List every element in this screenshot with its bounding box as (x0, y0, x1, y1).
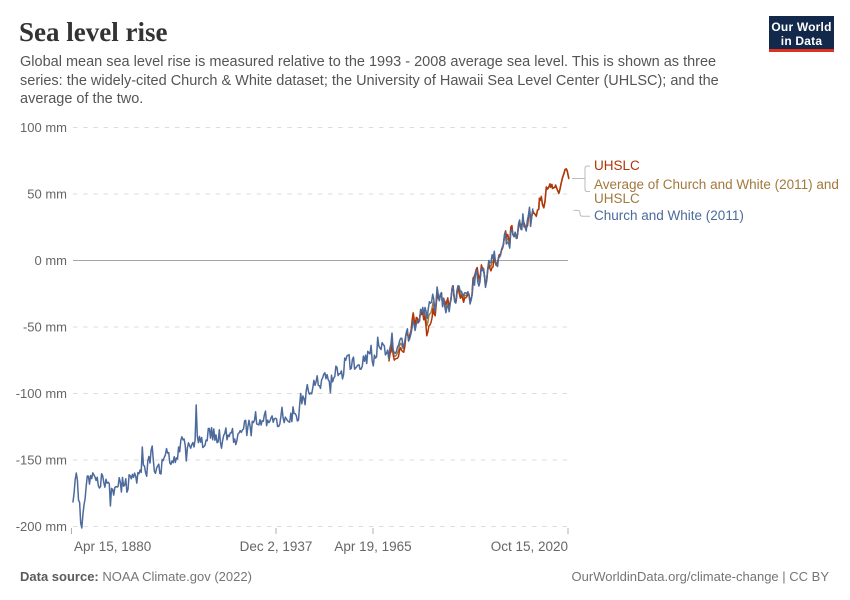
svg-text:Dec 2, 1937: Dec 2, 1937 (240, 539, 313, 554)
svg-text:50 mm: 50 mm (27, 187, 67, 202)
svg-text:-50 mm: -50 mm (23, 320, 67, 335)
svg-text:-100 mm: -100 mm (16, 386, 67, 401)
svg-text:100 mm: 100 mm (20, 120, 67, 135)
svg-text:Oct 15, 2020: Oct 15, 2020 (491, 539, 568, 554)
svg-text:Apr 15, 1880: Apr 15, 1880 (74, 539, 151, 554)
svg-text:-150 mm: -150 mm (16, 453, 67, 468)
svg-text:Apr 19, 1965: Apr 19, 1965 (334, 539, 411, 554)
svg-text:0 mm: 0 mm (35, 253, 68, 268)
svg-text:-200 mm: -200 mm (16, 519, 67, 534)
